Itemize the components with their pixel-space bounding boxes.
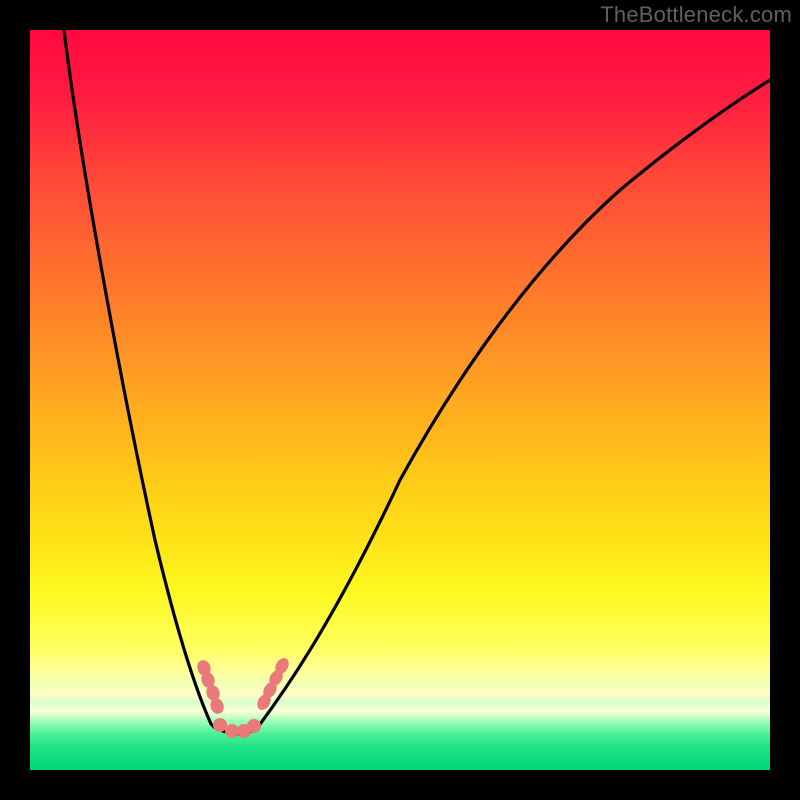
data-marker	[226, 725, 239, 738]
data-marker	[248, 720, 261, 733]
chart-container: TheBottleneck.com	[0, 0, 800, 800]
chart-background	[30, 30, 770, 770]
data-marker	[214, 719, 227, 732]
chart-svg	[0, 0, 800, 800]
watermark-text: TheBottleneck.com	[600, 2, 792, 28]
